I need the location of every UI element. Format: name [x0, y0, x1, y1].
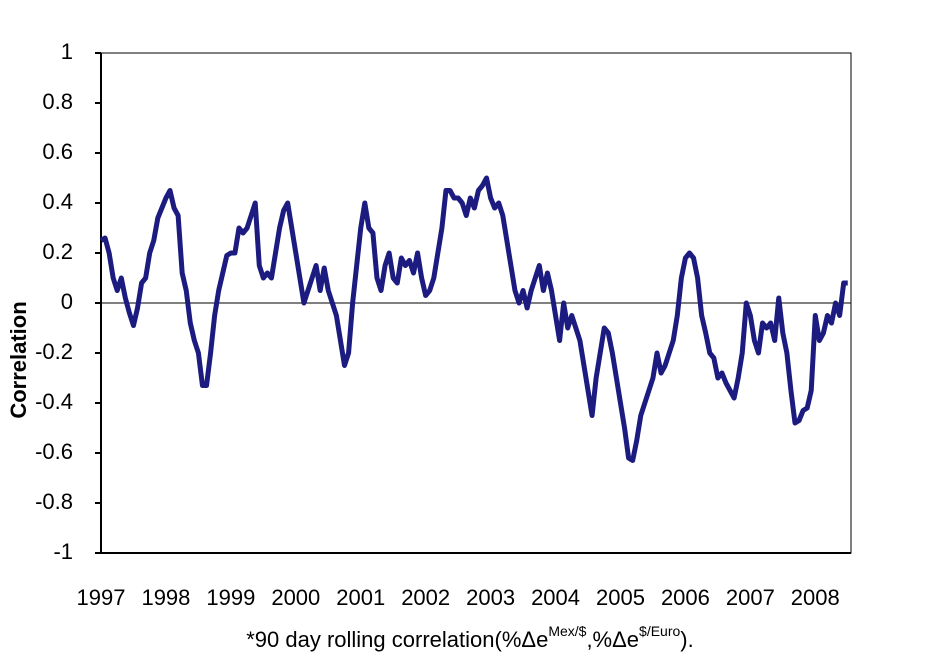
- y-tick-label: -0.6: [35, 439, 73, 464]
- x-tick-label: 2002: [401, 585, 450, 610]
- y-tick-label: -0.4: [35, 389, 73, 414]
- x-tick-label: 1997: [77, 585, 126, 610]
- y-tick-label: 1: [61, 39, 73, 64]
- y-tick-label: 0: [61, 289, 73, 314]
- x-axis-label: *90 day rolling correlation(%ΔeMex/$,%Δe…: [246, 623, 694, 652]
- y-tick-label: 0.4: [42, 189, 73, 214]
- x-tick-label: 2005: [596, 585, 645, 610]
- y-axis-label: Correlation: [6, 301, 31, 418]
- y-tick-label: 0.2: [42, 239, 73, 264]
- x-tick-label: 1999: [206, 585, 255, 610]
- x-tick-label: 1998: [141, 585, 190, 610]
- x-tick-label: 2001: [336, 585, 385, 610]
- x-tick-label: 2004: [531, 585, 580, 610]
- x-tick-label: 2000: [271, 585, 320, 610]
- y-tick-label: -0.8: [35, 489, 73, 514]
- x-tick-label: 2007: [726, 585, 775, 610]
- y-tick-label: 0.8: [42, 89, 73, 114]
- y-tick-label: 0.6: [42, 139, 73, 164]
- x-tick-label: 2006: [661, 585, 710, 610]
- y-tick-label: -1: [53, 539, 73, 564]
- data-line: [99, 175, 848, 463]
- x-tick-label: 2003: [466, 585, 515, 610]
- x-tick-label: 2008: [791, 585, 840, 610]
- y-tick-label: -0.2: [35, 339, 73, 364]
